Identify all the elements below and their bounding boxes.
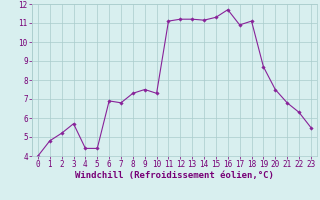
X-axis label: Windchill (Refroidissement éolien,°C): Windchill (Refroidissement éolien,°C)	[75, 171, 274, 180]
